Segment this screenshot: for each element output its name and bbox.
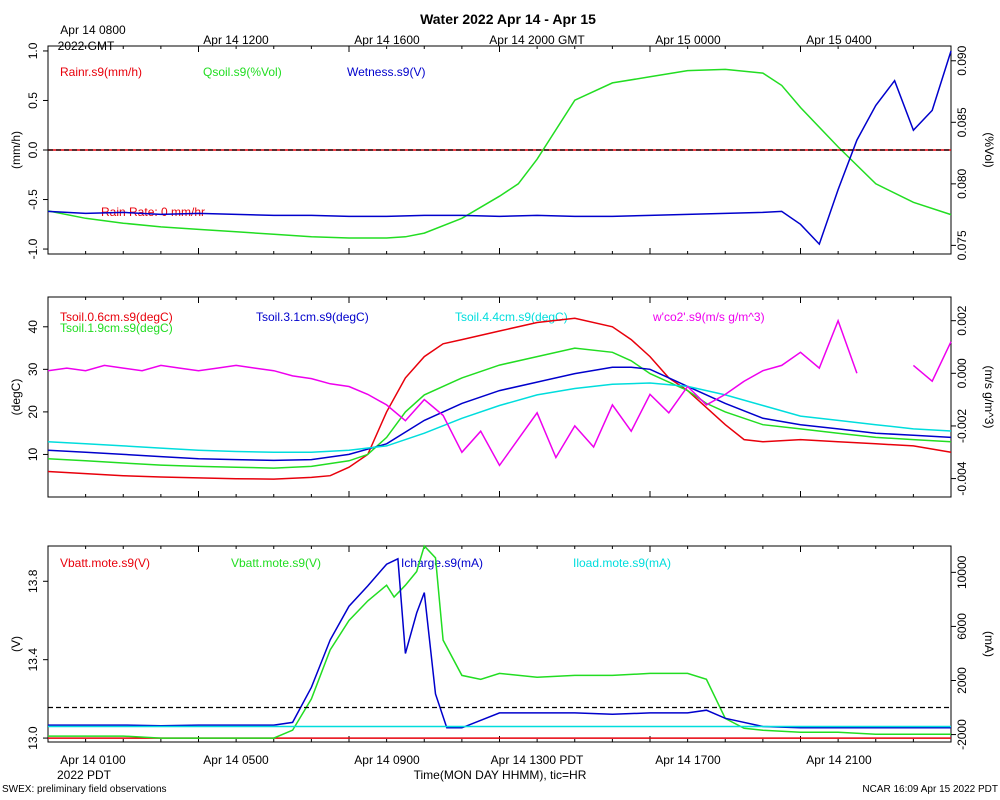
legend-icharge: Icharge.s9(mA): [401, 556, 483, 570]
legend-tsoil-1-9: Tsoil.1.9cm.s9(degC): [60, 321, 173, 335]
ylabel-left: (degC): [9, 379, 23, 416]
y-tick-label-left: 13.8: [26, 569, 40, 593]
ylabel-right: (mA): [982, 631, 996, 657]
bottom-time-label: Apr 14 0900: [354, 753, 420, 767]
y-tick-label-right: -0.002: [955, 409, 969, 443]
bottom-time-axis-labels: Apr 14 0100 Apr 14 0500 Apr 14 0900 Apr …: [57, 753, 872, 782]
series-line-qsoil-s9-vol: [47, 68, 952, 239]
series-line-tsoil-0-6cm-s9-degc: [47, 317, 952, 480]
bottom-time-label: Apr 14 2100: [806, 753, 872, 767]
y-tick-label-right: 10000: [955, 555, 969, 589]
series-line-wetness-s9-v: [47, 50, 952, 246]
y-tick-label-left: 20: [26, 405, 40, 419]
legend-tsoil-3-1: Tsoil.3.1cm.s9(degC): [256, 310, 369, 324]
y-tick-label-left: 10: [26, 447, 40, 461]
ylabel-left: (V): [9, 636, 23, 652]
y-tick-label-right: 0.000: [955, 358, 969, 388]
x-axis-label: Time(MON DAY HHMM), tic=HR: [414, 768, 587, 782]
series-line-vbatt-mote-s9-v: [48, 544, 951, 739]
legend-rainr: Rainr.s9(mm/h): [60, 65, 142, 79]
legend-iload: Iload.mote.s9(mA): [573, 556, 671, 570]
bottom-time-label: Apr 14 1700: [655, 753, 721, 767]
ylabel-right: (m/s g/m^3): [982, 366, 996, 429]
rain-rate-annotation: Rain Rate: 0 mm/hr: [101, 205, 205, 219]
top-time-label: Apr 14 2000 GMT: [489, 33, 585, 47]
legend-wco2: w'co2'.s9(m/s g/m^3): [652, 310, 765, 324]
legend-qsoil: Qsoil.s9(%Vol): [203, 65, 282, 79]
y-tick-label-left: -1.0: [26, 238, 40, 259]
series-line-tsoil-4-4cm-s9-degc: [47, 382, 952, 454]
y-tick-label-right: 0.002: [955, 305, 969, 335]
panel-soil-temperature: Tsoil.0.6cm.s9(degC) Tsoil.1.9cm.s9(degC…: [9, 296, 996, 498]
panel-frame: [47, 296, 952, 498]
y-tick-label-left: 13.0: [26, 726, 40, 750]
panel-soil-moisture: Rainr.s9(mm/h) Qsoil.s9(%Vol) Wetness.s9…: [9, 42, 996, 260]
footer-timestamp: NCAR 16:09 Apr 15 2022 PDT: [862, 784, 998, 795]
footer-note: SWEX: preliminary field observations: [2, 784, 167, 795]
y-tick-label-right: 6000: [955, 613, 969, 640]
y-tick-label-right: -0.004: [955, 461, 969, 495]
series-line-w-co2-s9-m-s-g-m-3: [47, 318, 952, 467]
legend-vbatt-green: Vbatt.mote.s9(V): [231, 556, 321, 570]
y-tick-label-right: 0.080: [955, 169, 969, 199]
y-tick-label-right: 0.075: [955, 230, 969, 260]
legend-tsoil-0-6: Tsoil.0.6cm.s9(degC): [60, 310, 173, 324]
y-tick-label-left: 13.4: [26, 648, 40, 672]
top-time-label: Apr 15 0000: [655, 33, 721, 47]
y-tick-label-left: 0.5: [26, 92, 40, 109]
legend-tsoil-4-4: Tsoil.4.4cm.s9(degC): [455, 310, 568, 324]
y-tick-label-left: 0.0: [26, 141, 40, 158]
y-tick-label-left: 40: [26, 320, 40, 334]
top-time-label: Apr 14 1200: [203, 33, 269, 47]
y-tick-label-right: 2000: [955, 667, 969, 694]
bottom-year-label: 2022 PDT: [57, 768, 112, 782]
top-time-label: Apr 15 0400: [806, 33, 872, 47]
top-time-label: Apr 14 1600: [354, 33, 420, 47]
series-line-icharge-s9-ma: [48, 557, 951, 729]
series-line-tsoil-3-1cm-s9-degc: [47, 366, 952, 462]
y-tick-label-right: 0.090: [955, 45, 969, 75]
legend-vbatt-red: Vbatt.mote.s9(V): [60, 556, 150, 570]
bottom-time-label: Apr 14 0500: [203, 753, 269, 767]
y-tick-label-left: -0.5: [26, 189, 40, 210]
panel-power: Vbatt.mote.s9(V) Vbatt.mote.s9(V) Icharg…: [9, 544, 996, 750]
y-tick-label-left: 30: [26, 362, 40, 376]
y-tick-label-right: -2000: [955, 719, 969, 750]
bottom-time-label: Apr 14 1300 PDT: [491, 753, 584, 767]
ylabel-right: (%Vol): [982, 132, 996, 167]
bottom-time-label: Apr 14 0100: [60, 753, 126, 767]
legend-wetness: Wetness.s9(V): [347, 65, 425, 79]
top-time-label: Apr 14 0800: [60, 23, 126, 37]
y-tick-label-left: 1.0: [26, 42, 40, 59]
series-line-tsoil-1-9cm-s9-degc: [47, 347, 952, 469]
top-time-axis-labels: Apr 14 0800 Apr 14 1200 Apr 14 1600 Apr …: [58, 23, 872, 53]
chart-title: Water 2022 Apr 14 - Apr 15: [420, 11, 596, 27]
y-tick-label-right: 0.085: [955, 107, 969, 137]
ylabel-left: (mm/h): [9, 131, 23, 169]
